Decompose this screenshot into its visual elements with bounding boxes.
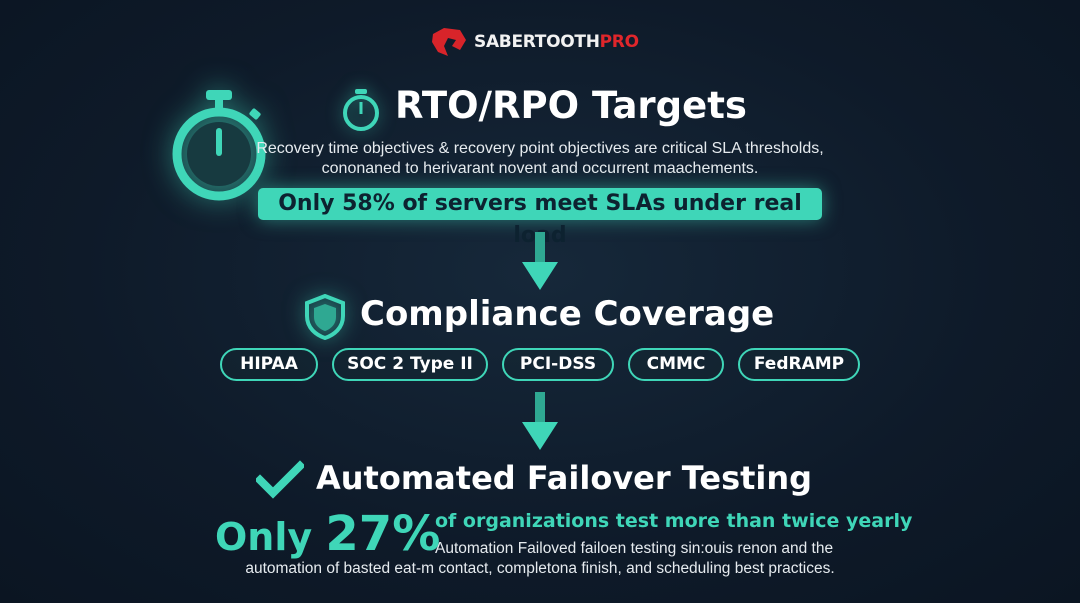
rto-description-line2: cononaned to herivarant novent and occur… (321, 160, 759, 177)
badge-cmmc: CMMC (628, 348, 724, 381)
badge-hipaa: HIPAA (220, 348, 318, 381)
sla-highlight-banner: Only 58% of servers meet SLAs under real… (258, 188, 822, 248)
stopwatch-icon (172, 90, 266, 201)
failover-description-line2: automation of basted eat-m contact, comp… (245, 560, 835, 577)
brand-accent: PRO (599, 32, 639, 52)
failover-stat: Only 27% (215, 506, 441, 562)
failover-title: Automated Failover Testing (316, 459, 813, 497)
arrow-down-icon (522, 392, 558, 450)
rto-rpo-title: RTO/RPO Targets (395, 84, 747, 127)
rto-description-line1: Recovery time objectives & recovery poin… (256, 140, 824, 157)
brand-logo: SABERTOOTHPRO (430, 26, 639, 58)
shield-icon (305, 294, 345, 340)
checkmark-icon (256, 460, 304, 499)
arrow-down-icon (522, 232, 558, 290)
failover-description-line1: Automation Failoved failoen testing sin:… (435, 540, 834, 557)
failover-stat-value: 27% (325, 506, 441, 562)
failover-stat-text: of organizations test more than twice ye… (435, 510, 913, 532)
badge-pci-dss: PCI-DSS (502, 348, 614, 381)
badge-soc2: SOC 2 Type II (332, 348, 488, 381)
sabertooth-logo-icon (432, 28, 466, 56)
stopwatch-title-icon (343, 89, 379, 131)
badge-fedramp: FedRAMP (738, 348, 860, 381)
compliance-title: Compliance Coverage (360, 294, 775, 334)
brand-name: SABERTOOTH (474, 32, 600, 52)
